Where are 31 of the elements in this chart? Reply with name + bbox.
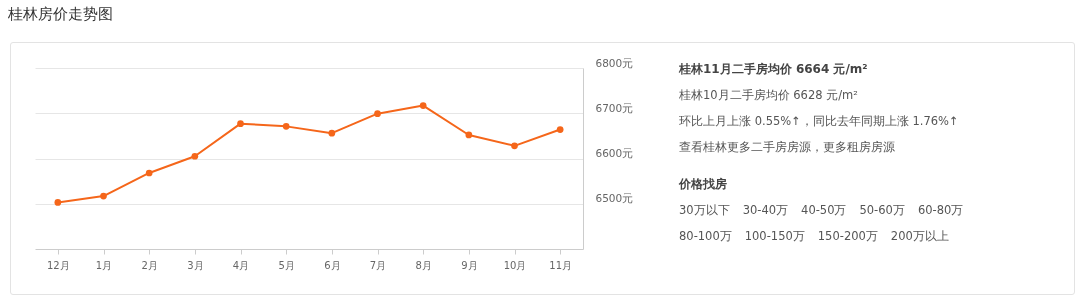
x-tick-label: 10月 (503, 259, 527, 271)
x-tick-label: 2月 (141, 259, 158, 271)
x-tick-label: 12月 (46, 259, 70, 271)
x-tick-label: 9月 (461, 259, 478, 271)
y-tick-label: 6600元 (595, 147, 634, 159)
x-tick-label: 1月 (95, 259, 113, 271)
y-tick-label: 6500元 (595, 192, 634, 205)
x-tick-label: 4月 (232, 259, 250, 271)
text: 60-80万 (917, 202, 964, 219)
text: 150-200万 (817, 228, 878, 245)
x-tick-label: 6月 (324, 259, 341, 271)
text: 40-50万 (801, 202, 847, 219)
text: 桂林11月二手房均价 6664 元/m² (679, 61, 869, 78)
text: 价格找房 (679, 176, 728, 193)
text: 200万以上 (890, 228, 949, 245)
x-tick-label: 3月 (187, 259, 204, 271)
text: 100-150万 (744, 228, 805, 245)
x-tick-label: 5月 (278, 259, 295, 271)
text: 环比上月上涨 0.55%↑，同比去年同期上涨 1.76%↑ (679, 113, 960, 130)
x-tick-label: 8月 (415, 259, 432, 271)
text: 30-40万 (742, 202, 789, 219)
x-tick-label: 11月 (549, 259, 573, 271)
text: 30万以下 (679, 202, 730, 219)
text: 查看桂林更多二手房房源，更多租房房源 (679, 139, 896, 156)
x-tick-label: 7月 (369, 259, 387, 271)
text: 50-60万 (859, 202, 905, 219)
chart-title: 桂林房价走势图 (7, 5, 113, 23)
y-tick-label: 6700元 (595, 101, 634, 114)
y-tick-label: 6800元 (595, 56, 634, 69)
text: 80-100万 (679, 228, 732, 245)
text: 桂林10月二手房均价 6628 元/m² (679, 87, 859, 104)
